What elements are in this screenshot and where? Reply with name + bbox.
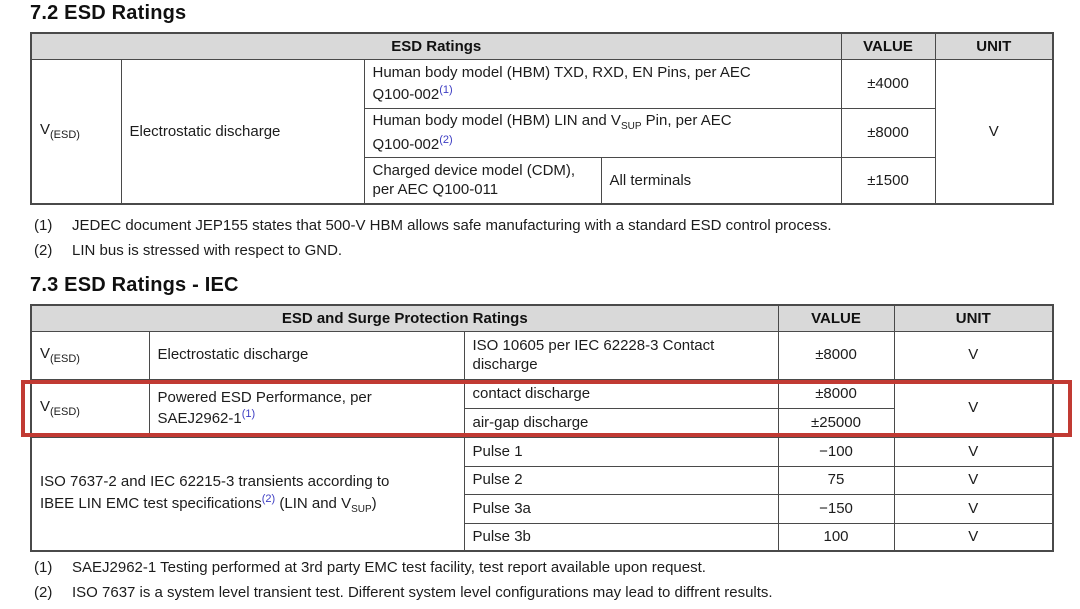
column-header-unit: UNIT [893, 304, 1054, 332]
footnote-ref-link[interactable]: (1) [439, 83, 453, 96]
condition-text: Q100-002 [372, 135, 440, 153]
value-cell: ±1500 [840, 156, 936, 205]
table-header-row: ESD Ratings VALUE UNIT [30, 32, 1054, 60]
parameter-cell: Electrostatic discharge [120, 58, 365, 205]
transients-text: (LIN and V [275, 494, 352, 512]
parameter-cell-powered: Powered ESD Performance, per SAEJ2962-1(1… [148, 378, 465, 438]
table-row-highlighted: V(ESD) Powered ESD Performance, per SAEJ2… [30, 378, 1054, 438]
footnote-number: (1) [34, 559, 53, 576]
column-header-value: VALUE [840, 32, 936, 60]
condition-text: Human body model (HBM) TXD, RXD, EN Pins… [372, 64, 751, 81]
table-row: ISO 7637-2 and IEC 62215-3 transients ac… [30, 436, 1054, 552]
condition-text: Pin, per AEC [641, 111, 732, 129]
condition-cell-cdm: Charged device model (CDM), per AEC Q100… [363, 156, 602, 205]
vsup-subscript: SUP [351, 503, 372, 515]
symbol-cell: V(ESD) [30, 330, 150, 380]
pulse-label-cell: Pulse 1 [463, 436, 779, 467]
scope-cell: All terminals [600, 156, 842, 205]
unit-cell: V [934, 58, 1054, 205]
symbol-subscript: (ESD) [50, 352, 80, 365]
unit-cell: V [893, 493, 1054, 524]
symbol-subscript: (ESD) [50, 129, 80, 142]
symbol-vesd: V [40, 344, 51, 362]
table-row: V(ESD) Electrostatic discharge Human bod… [30, 58, 1054, 205]
value-cell: ±8000 [777, 378, 895, 409]
symbol-subscript: (ESD) [50, 405, 80, 418]
symbol-cell: V(ESD) [30, 378, 150, 438]
unit-cell: V [893, 378, 1054, 438]
table-row-highlighted: air-gap discharge ±25000 [31, 407, 1053, 438]
footnote: (1) SAEJ2962-1 Testing performed at 3rd … [34, 558, 1064, 578]
parameter-text: SAEJ2962-1 [157, 410, 242, 427]
value-cell: ±4000 [840, 58, 936, 109]
value-cell: −150 [777, 493, 895, 524]
esd-iec-table: ESD and Surge Protection Ratings VALUE U… [30, 304, 1054, 552]
footnotes-7-3: (1) SAEJ2962-1 Testing performed at 3rd … [34, 558, 1064, 609]
transients-description-cell: ISO 7637-2 and IEC 62215-3 transients ac… [30, 436, 465, 552]
value-cell: −100 [777, 436, 895, 467]
footnote-text: JEDEC document JEP155 states that 500-V … [72, 217, 832, 234]
section-heading-7-2: 7.2 ESD Ratings [30, 2, 187, 24]
footnote-ref-link[interactable]: (1) [241, 408, 256, 420]
table-row: Pulse 3b 100 V [31, 522, 1054, 552]
footnote-ref-link[interactable]: (2) [439, 133, 453, 146]
footnotes-7-2: (1) JEDEC document JEP155 states that 50… [34, 216, 1064, 267]
unit-cell: V [893, 522, 1054, 552]
transients-text: ) [371, 494, 377, 512]
pulse-label-cell: Pulse 3a [463, 493, 779, 524]
table-title: ESD and Surge Protection Ratings [30, 304, 779, 332]
footnote-text: ISO 7637 is a system level transient tes… [72, 584, 773, 602]
symbol-cell: V(ESD) [30, 58, 122, 205]
vsup-subscript: SUP [620, 120, 642, 132]
footnote-number: (1) [34, 217, 53, 234]
value-cell: 75 [777, 465, 895, 495]
transients-text: ISO 7637-2 and IEC 62215-3 transients ac… [40, 473, 390, 490]
section-heading-7-3: 7.3 ESD Ratings - IEC [30, 274, 239, 296]
table-row: Pulse 2 75 V [31, 465, 1054, 495]
footnote-ref-link[interactable]: (2) [261, 492, 276, 505]
table-row: Charged device model (CDM), per AEC Q100… [31, 156, 1053, 205]
parameter-cell: Electrostatic discharge [148, 330, 465, 380]
table-row: Pulse 3a −150 V [31, 493, 1054, 524]
value-cell: ±8000 [840, 107, 936, 158]
table-row: Human body model (HBM) LIN and VSUP Pin,… [31, 107, 1053, 158]
footnote: (1) JEDEC document JEP155 states that 50… [34, 216, 1064, 236]
value-cell: 100 [777, 522, 895, 552]
table-row: V(ESD) Electrostatic discharge ISO 10605… [30, 330, 1054, 380]
unit-cell: V [893, 330, 1054, 380]
symbol-vesd: V [40, 121, 51, 139]
pulse-label-cell: Pulse 3b [463, 522, 779, 552]
table-header-row: ESD and Surge Protection Ratings VALUE U… [30, 304, 1054, 332]
footnote-text: LIN bus is stressed with respect to GND. [72, 242, 343, 260]
esd-ratings-table: ESD Ratings VALUE UNIT V(ESD) Electrosta… [30, 32, 1055, 205]
value-cell: ±25000 [777, 407, 895, 438]
unit-cell: V [893, 465, 1054, 495]
parameter-text: Powered ESD Performance, per [157, 388, 372, 406]
transients-text: IBEE LIN EMC test specifications [40, 494, 262, 512]
footnote: (2) ISO 7637 is a system level transient… [34, 583, 1064, 603]
table-title: ESD Ratings [30, 32, 842, 60]
unit-cell: V [893, 436, 1054, 467]
value-cell: ±8000 [777, 330, 895, 380]
condition-cell-iso10605: ISO 10605 per IEC 62228-3 Contact discha… [463, 330, 779, 380]
symbol-vesd: V [40, 397, 51, 415]
condition-cell-hbm-lin: Human body model (HBM) LIN and VSUP Pin,… [363, 107, 842, 158]
pulse-label-cell: Pulse 2 [463, 465, 779, 495]
condition-text: Human body model (HBM) LIN and V [372, 111, 621, 129]
column-header-unit: UNIT [934, 32, 1054, 60]
condition-cell-contact: contact discharge [463, 378, 779, 409]
condition-cell-hbm-txd: Human body model (HBM) TXD, RXD, EN Pins… [363, 58, 842, 109]
footnote: (2) LIN bus is stressed with respect to … [34, 241, 1064, 261]
footnote-number: (2) [34, 584, 53, 602]
footnote-text: SAEJ2962-1 Testing performed at 3rd part… [72, 559, 706, 576]
column-header-value: VALUE [777, 304, 895, 332]
condition-cell-airgap: air-gap discharge [463, 407, 779, 438]
footnote-number: (2) [34, 242, 53, 260]
condition-text: Q100-002 [372, 85, 440, 103]
